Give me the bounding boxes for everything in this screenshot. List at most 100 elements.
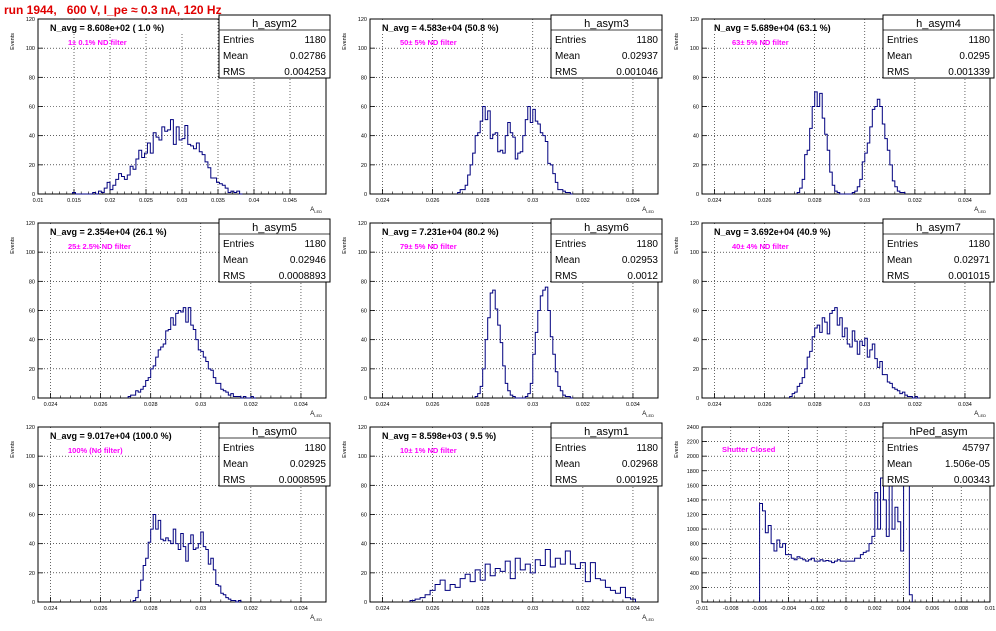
y-tick-label: 100 — [358, 250, 367, 256]
x-tick-label: 0.04 — [249, 198, 260, 204]
histogram-panel-h_asym4: 0.024 0.026 0.028 0.03 0.032 0.034 0 20 40 60 80 10… — [664, 14, 996, 223]
y-axis-label: Events — [10, 33, 16, 50]
stats-entries-value: 1180 — [968, 239, 990, 250]
histogram-line — [457, 106, 573, 195]
y-tick-label: 20 — [29, 163, 35, 169]
y-tick-label: 40 — [361, 338, 367, 344]
navg-label: N_avg = 4.583e+04 (50.8 %) — [382, 23, 499, 33]
x-tick-label: 0.034 — [626, 198, 640, 204]
x-axis-label: ALED — [642, 411, 654, 418]
navg-label: N_avg = 8.608e+02 ( 1.0 %) — [50, 23, 164, 33]
navg-label: N_avg = 9.017e+04 (100.0 %) — [50, 431, 172, 441]
y-tick-label: 2200 — [687, 440, 699, 446]
histogram-line — [72, 119, 243, 195]
stats-title: h_asym6 — [584, 222, 629, 234]
y-tick-label: 1000 — [687, 527, 699, 533]
stats-rms-value: 0.0012 — [627, 271, 658, 282]
stats-mean-value: 0.02946 — [290, 255, 327, 266]
x-axis-label: ALED — [310, 411, 322, 418]
stats-title: h_asym2 — [252, 18, 297, 30]
y-tick-label: 20 — [361, 163, 367, 169]
x-tick-label: 0.024 — [44, 606, 58, 612]
histogram-line — [474, 286, 573, 399]
x-tick-label: 0.032 — [576, 606, 590, 612]
stats-box-h_asym6: h_asym6 Entries 1180 Mean 0.02953 RMS 0.0012 — [550, 218, 663, 283]
x-tick-label: 0.032 — [244, 402, 258, 408]
stats-entries-label: Entries — [887, 35, 918, 46]
x-axis-label: ALED — [974, 207, 986, 214]
y-axis-label: Events — [342, 237, 348, 254]
filter-label: 63± 5% ND filter — [732, 38, 789, 47]
y-tick-label: 100 — [358, 46, 367, 52]
stats-entries-label: Entries — [887, 443, 918, 454]
navg-box: N_avg = 5.689e+04 (63.1 %) — [704, 21, 849, 34]
stats-entries-value: 1180 — [968, 35, 990, 46]
stats-entries-label: Entries — [555, 35, 586, 46]
x-tick-label: 0.034 — [958, 198, 972, 204]
y-tick-label: 120 — [690, 17, 699, 23]
stats-box-h_asym3: h_asym3 Entries 1180 Mean 0.02937 RMS 0.001046 — [550, 14, 663, 79]
y-tick-label: 120 — [26, 17, 35, 23]
stats-rms-label: RMS — [555, 475, 578, 486]
x-axis-label: ALED — [310, 207, 322, 214]
histogram-svg: 0.024 0.026 0.028 0.03 0.032 0.034 0 20 40 60 80 10… — [10, 422, 331, 622]
stats-mean-label: Mean — [887, 255, 912, 266]
y-tick-label: 0 — [32, 396, 35, 402]
navg-box: N_avg = 7.231e+04 (80.2 %) — [372, 225, 517, 238]
navg-box: N_avg = 3.692e+04 (40.9 %) — [704, 225, 849, 238]
x-tick-label: 0.025 — [139, 198, 153, 204]
histogram-svg: 0.024 0.026 0.028 0.03 0.032 0.034 0 20 40 60 80 10… — [674, 14, 995, 214]
stats-title: h_asym5 — [252, 222, 297, 234]
y-tick-label: 80 — [29, 483, 35, 489]
stats-mean-value: 0.02971 — [954, 255, 991, 266]
navg-box: N_avg = 9.017e+04 (100.0 %) — [40, 429, 185, 442]
stats-rms-value: 0.001925 — [616, 475, 658, 486]
histogram-panel-h_asym6: 0.024 0.026 0.028 0.03 0.032 0.034 0 20 40 60 80 10… — [332, 218, 664, 427]
histogram-panel-h_asym2: 0.01 0.015 0.02 0.025 0.03 0.035 0.04 0.045 0 20 4… — [0, 14, 332, 223]
histogram-svg: 0.024 0.026 0.028 0.03 0.032 0.034 0 20 40 60 80 10… — [342, 422, 663, 622]
stats-title: h_asym7 — [916, 222, 961, 234]
stats-entries-value: 1180 — [304, 35, 326, 46]
navg-label: N_avg = 7.231e+04 (80.2 %) — [382, 227, 499, 237]
y-tick-label: 60 — [361, 513, 367, 519]
y-axis-label: Events — [674, 237, 680, 254]
y-tick-label: 100 — [26, 250, 35, 256]
y-tick-label: 60 — [693, 309, 699, 315]
y-axis-label: Events — [342, 441, 348, 458]
y-tick-label: 20 — [693, 163, 699, 169]
x-tick-label: 0.024 — [376, 606, 390, 612]
x-tick-label: 0.008 — [954, 606, 968, 612]
stats-rms-label: RMS — [223, 67, 246, 78]
y-tick-label: 120 — [690, 221, 699, 227]
y-tick-label: 60 — [29, 309, 35, 315]
histogram-line — [796, 91, 906, 195]
histogram-panel-hPed_asym: -0.01 -0.008 -0.006 -0.004 -0.002 0 0.002 0.004… — [664, 422, 996, 631]
stats-box-h_asym0: h_asym0 Entries 1180 Mean 0.02925 RMS 0.000859… — [218, 422, 331, 487]
y-tick-label: 60 — [693, 105, 699, 111]
stats-entries-value: 1180 — [636, 35, 658, 46]
x-tick-label: 0.03 — [527, 402, 538, 408]
histogram-svg: 0.024 0.026 0.028 0.03 0.032 0.034 0 20 40 60 80 10… — [10, 218, 331, 418]
x-axis-label: ALED — [310, 615, 322, 622]
filter-label: 25± 2.5% ND filter — [68, 242, 131, 251]
x-tick-label: 0.028 — [808, 402, 822, 408]
y-tick-label: 0 — [32, 192, 35, 198]
y-tick-label: 40 — [29, 134, 35, 140]
histogram-line — [789, 307, 920, 399]
stats-entries-label: Entries — [555, 443, 586, 454]
stats-rms-label: RMS — [223, 475, 246, 486]
histogram-svg: 0.024 0.026 0.028 0.03 0.032 0.034 0 20 40 60 80 10… — [342, 218, 663, 418]
y-tick-label: 120 — [26, 221, 35, 227]
stats-rms-label: RMS — [555, 67, 578, 78]
filter-label: Shutter Closed — [722, 445, 776, 454]
stats-rms-value: 0.001339 — [948, 67, 990, 78]
x-tick-label: 0.028 — [476, 198, 490, 204]
y-axis-label: Events — [10, 441, 16, 458]
stats-title: hPed_asym — [909, 426, 967, 438]
y-tick-label: 40 — [29, 338, 35, 344]
y-tick-label: 120 — [26, 425, 35, 431]
stats-mean-value: 0.02786 — [290, 51, 327, 62]
x-tick-label: 0.002 — [868, 606, 882, 612]
filter-label: 50± 5% ND filter — [400, 38, 457, 47]
x-tick-label: 0.032 — [576, 198, 590, 204]
